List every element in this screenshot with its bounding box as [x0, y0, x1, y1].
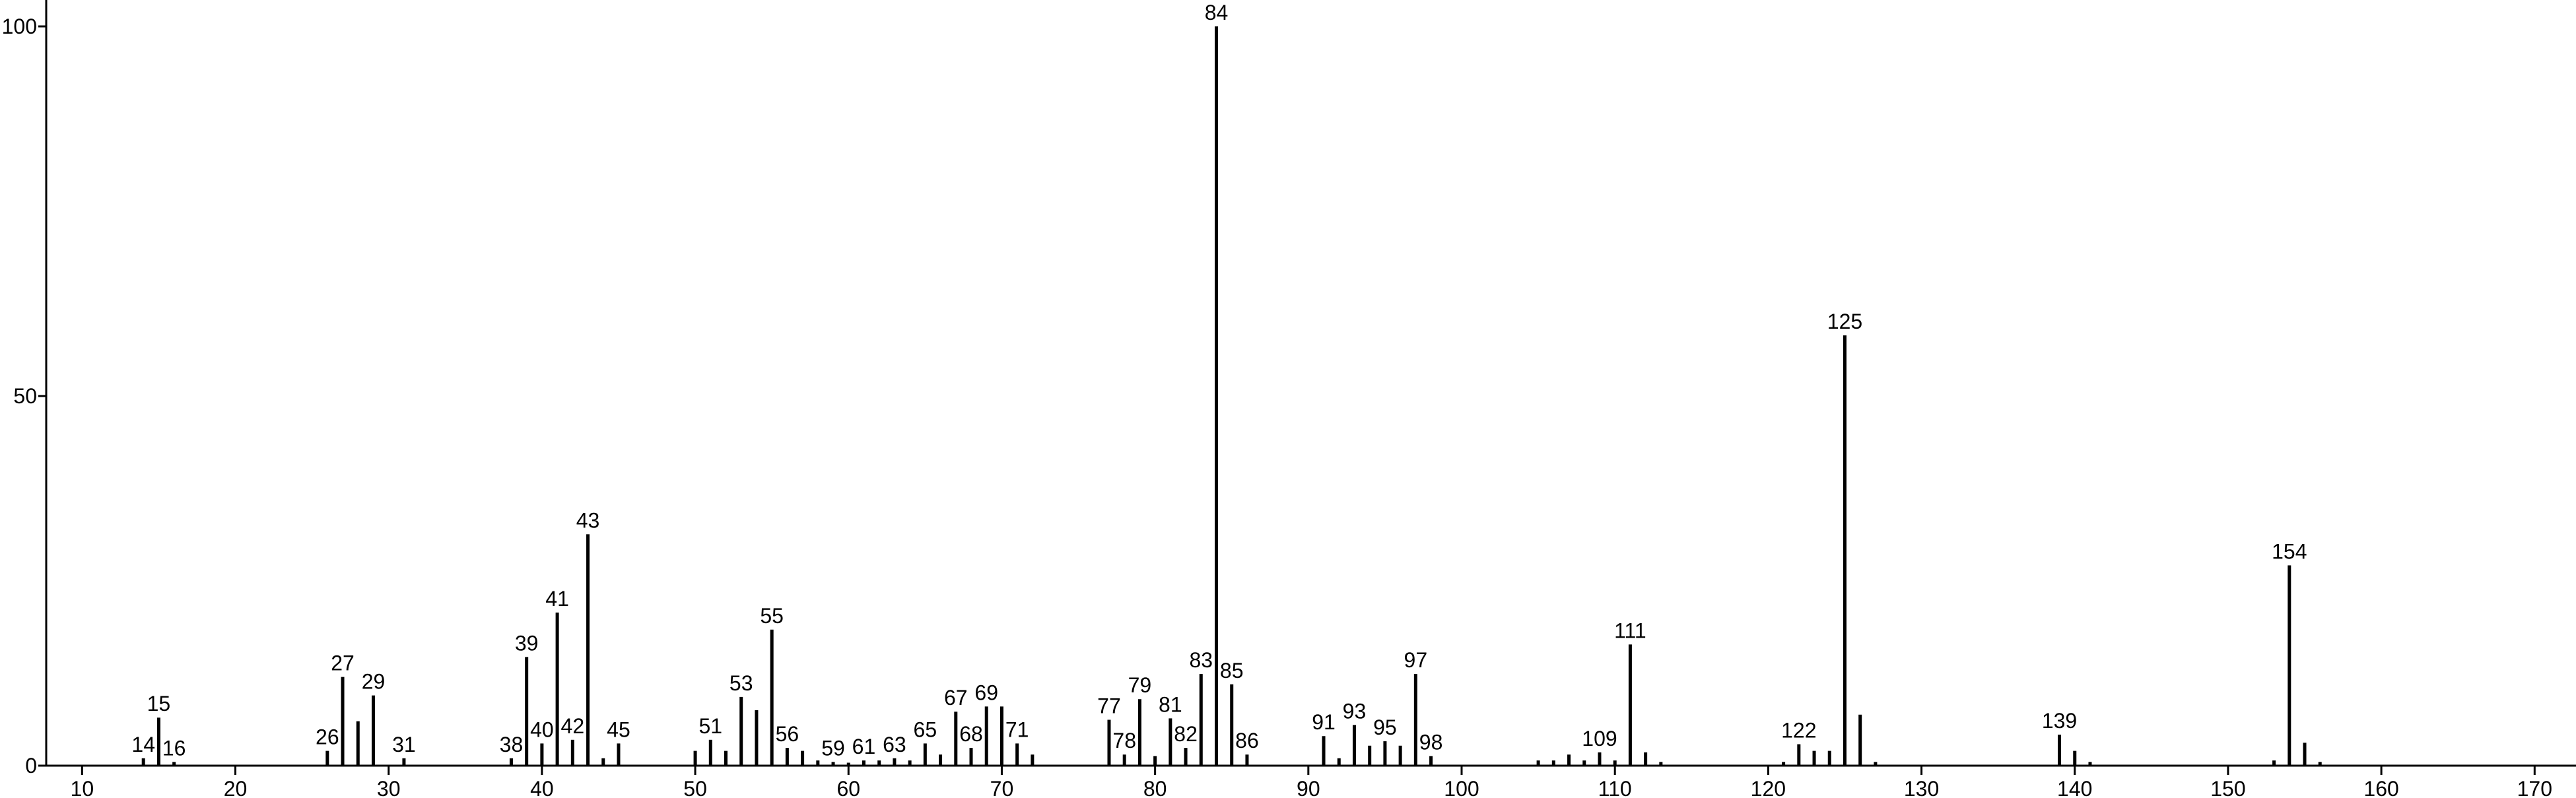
x-tick-label: 100 — [1444, 777, 1479, 798]
peak-label: 122 — [1781, 719, 1816, 743]
peak-label: 45 — [607, 717, 630, 741]
x-tick-label: 130 — [1904, 777, 1939, 798]
peak-label: 83 — [1189, 648, 1213, 672]
x-tick-label: 110 — [1598, 777, 1632, 798]
peak-label: 109 — [1582, 727, 1617, 750]
peak-label: 86 — [1235, 729, 1259, 752]
peak-label: 53 — [729, 671, 753, 695]
peak-label: 38 — [500, 733, 524, 756]
peak-label: 16 — [162, 736, 186, 760]
x-tick-label: 30 — [377, 777, 401, 798]
x-tick-label: 140 — [2057, 777, 2092, 798]
x-tick-label: 170 — [2517, 777, 2552, 798]
peak-label: 14 — [131, 733, 155, 756]
peak-label: 26 — [316, 725, 339, 749]
x-tick-label: 160 — [2363, 777, 2398, 798]
peak-label: 31 — [392, 733, 416, 756]
peak-label: 139 — [2042, 709, 2077, 733]
peak-label: 56 — [776, 722, 799, 746]
peak-label: 85 — [1220, 659, 1244, 682]
x-tick-label: 150 — [2210, 777, 2245, 798]
peak-label: 65 — [914, 717, 937, 741]
peak-label: 51 — [698, 714, 722, 738]
x-tick-label: 90 — [1297, 777, 1320, 798]
peak-label: 81 — [1159, 692, 1182, 716]
y-tick-label: 100 — [2, 15, 37, 38]
peak-label: 98 — [1419, 730, 1443, 754]
peak-label: 97 — [1404, 648, 1428, 672]
peak-label: 71 — [1005, 717, 1029, 741]
peak-label: 29 — [362, 670, 386, 694]
peak-label: 125 — [1827, 310, 1862, 333]
peak-label: 91 — [1312, 710, 1336, 734]
peak-label: 43 — [576, 508, 600, 532]
peak-label: 82 — [1174, 722, 1198, 746]
peak-label: 93 — [1343, 699, 1367, 723]
peak-label: 111 — [1614, 618, 1646, 642]
peak-label: 69 — [974, 681, 998, 704]
peak-label: 55 — [760, 604, 784, 628]
peak-label: 42 — [561, 714, 585, 738]
peak-label: 61 — [852, 735, 876, 758]
peak-label: 154 — [2272, 539, 2307, 563]
peak-label: 67 — [944, 686, 968, 710]
x-tick-label: 60 — [836, 777, 860, 798]
x-tick-label: 50 — [683, 777, 707, 798]
peak-label: 84 — [1205, 1, 1229, 24]
y-tick-label: 50 — [13, 384, 37, 408]
x-tick-label: 10 — [71, 777, 94, 798]
peak-label: 78 — [1112, 729, 1136, 752]
peak-label: 40 — [530, 717, 554, 741]
peak-label: 59 — [821, 736, 845, 760]
x-tick-label: 70 — [990, 777, 1014, 798]
peak-label: 15 — [147, 692, 171, 715]
peak-label: 77 — [1097, 694, 1121, 718]
y-tick-label: 0 — [25, 754, 37, 778]
x-tick-label: 80 — [1143, 777, 1167, 798]
peak-label: 68 — [959, 722, 983, 746]
peak-label: 41 — [545, 587, 569, 611]
x-tick-label: 120 — [1751, 777, 1786, 798]
x-tick-label: 40 — [530, 777, 554, 798]
peak-label: 27 — [331, 651, 355, 675]
x-tick-label: 20 — [224, 777, 248, 798]
peak-label: 63 — [883, 733, 906, 756]
peak-label: 39 — [515, 631, 539, 655]
peak-label: 79 — [1128, 673, 1152, 697]
peak-label: 95 — [1373, 715, 1397, 739]
